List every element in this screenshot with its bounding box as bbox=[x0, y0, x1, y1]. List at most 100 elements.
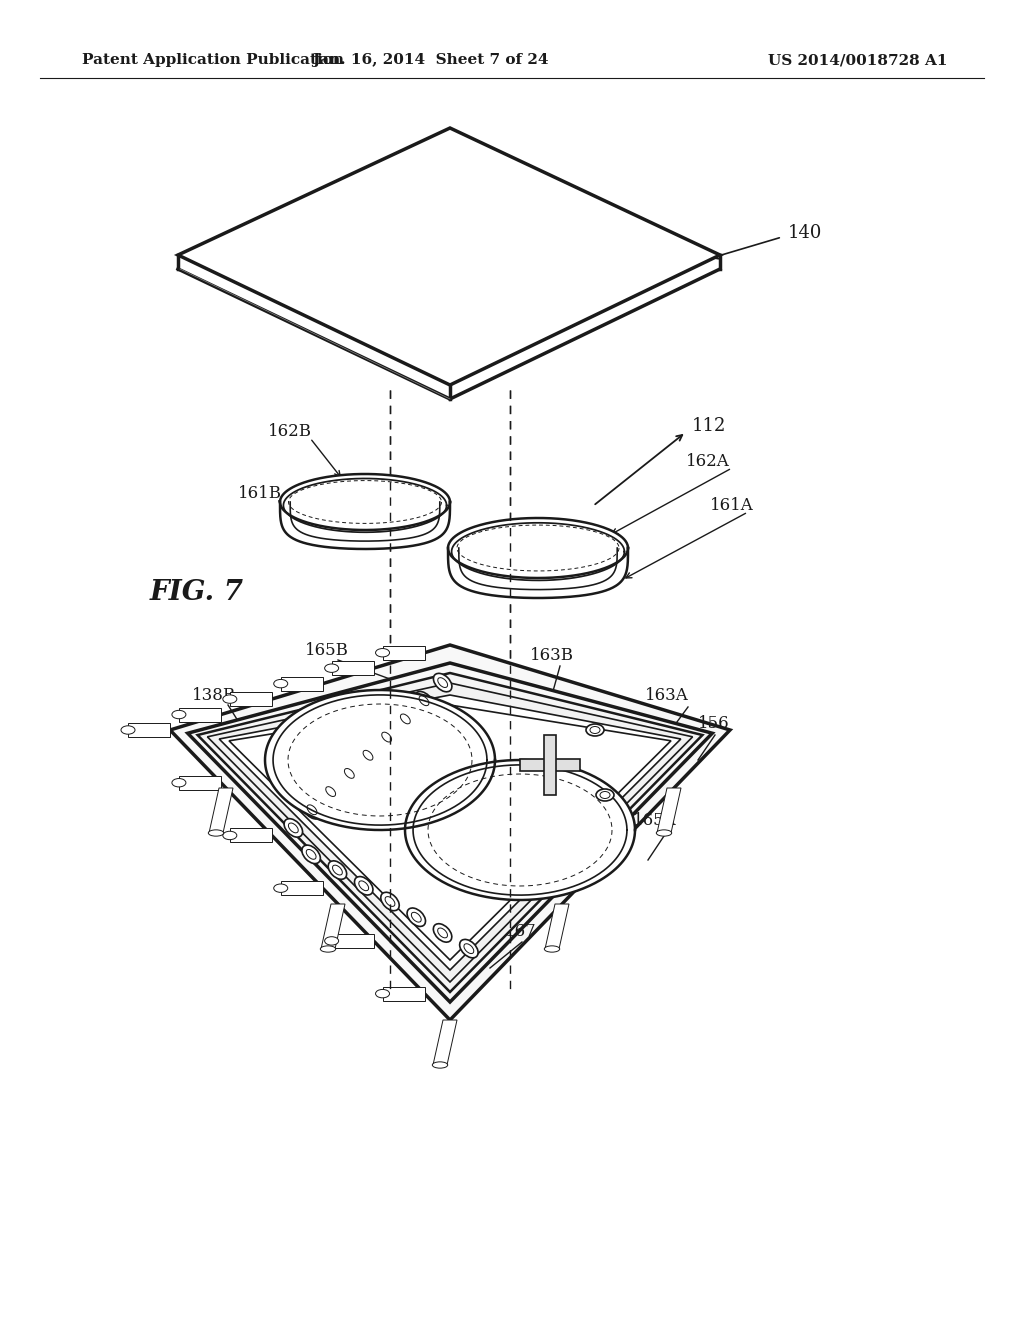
Ellipse shape bbox=[449, 517, 628, 578]
Ellipse shape bbox=[321, 946, 336, 952]
Ellipse shape bbox=[289, 822, 298, 833]
Ellipse shape bbox=[344, 768, 354, 779]
Polygon shape bbox=[281, 677, 323, 690]
Ellipse shape bbox=[273, 680, 288, 688]
Ellipse shape bbox=[358, 880, 369, 891]
Ellipse shape bbox=[460, 940, 478, 958]
Polygon shape bbox=[170, 645, 730, 1020]
Polygon shape bbox=[229, 692, 271, 706]
Ellipse shape bbox=[306, 850, 316, 859]
Ellipse shape bbox=[223, 832, 237, 840]
Text: 167: 167 bbox=[505, 923, 537, 940]
Ellipse shape bbox=[364, 750, 373, 760]
Ellipse shape bbox=[415, 692, 433, 710]
Text: Patent Application Publication: Patent Application Publication bbox=[82, 53, 344, 67]
Polygon shape bbox=[198, 673, 702, 993]
Ellipse shape bbox=[381, 892, 399, 911]
Ellipse shape bbox=[432, 1061, 447, 1068]
Polygon shape bbox=[449, 548, 628, 598]
Text: 138A: 138A bbox=[508, 855, 552, 873]
Ellipse shape bbox=[457, 537, 618, 583]
Polygon shape bbox=[433, 1020, 457, 1065]
Ellipse shape bbox=[590, 726, 600, 734]
Text: 140: 140 bbox=[788, 224, 822, 242]
Ellipse shape bbox=[265, 690, 495, 830]
Ellipse shape bbox=[172, 710, 186, 719]
Text: 156: 156 bbox=[698, 715, 730, 733]
Ellipse shape bbox=[378, 727, 396, 746]
Ellipse shape bbox=[656, 830, 672, 836]
Text: 138B: 138B bbox=[193, 686, 237, 704]
Polygon shape bbox=[178, 128, 720, 385]
Ellipse shape bbox=[396, 710, 415, 729]
Text: 162B: 162B bbox=[268, 424, 312, 441]
Ellipse shape bbox=[329, 861, 347, 879]
Text: 163B: 163B bbox=[530, 647, 574, 664]
Ellipse shape bbox=[437, 677, 447, 688]
Polygon shape bbox=[209, 788, 233, 833]
Ellipse shape bbox=[382, 733, 391, 742]
Ellipse shape bbox=[545, 946, 560, 952]
Text: FIG. 7: FIG. 7 bbox=[150, 579, 244, 606]
Polygon shape bbox=[383, 645, 425, 660]
Ellipse shape bbox=[412, 912, 421, 923]
Ellipse shape bbox=[586, 723, 604, 737]
Ellipse shape bbox=[307, 805, 316, 814]
Text: 165A: 165A bbox=[633, 812, 677, 829]
Polygon shape bbox=[208, 682, 692, 982]
Ellipse shape bbox=[376, 990, 389, 998]
Polygon shape bbox=[229, 705, 671, 960]
Ellipse shape bbox=[333, 865, 342, 875]
Text: 161A: 161A bbox=[710, 498, 754, 515]
Ellipse shape bbox=[596, 789, 614, 801]
Ellipse shape bbox=[408, 908, 426, 927]
Ellipse shape bbox=[437, 928, 447, 937]
Polygon shape bbox=[657, 788, 681, 833]
Polygon shape bbox=[179, 776, 221, 789]
Ellipse shape bbox=[464, 944, 474, 953]
Polygon shape bbox=[332, 661, 374, 676]
Polygon shape bbox=[520, 759, 580, 771]
Ellipse shape bbox=[289, 492, 441, 535]
Ellipse shape bbox=[322, 783, 340, 801]
Ellipse shape bbox=[600, 792, 610, 799]
Text: 163A: 163A bbox=[645, 686, 689, 704]
Ellipse shape bbox=[354, 876, 373, 895]
Ellipse shape bbox=[303, 800, 322, 818]
Text: 112: 112 bbox=[692, 417, 726, 436]
Polygon shape bbox=[187, 663, 713, 1002]
Text: 165B: 165B bbox=[305, 642, 349, 659]
Ellipse shape bbox=[273, 884, 288, 892]
Ellipse shape bbox=[172, 779, 186, 787]
Ellipse shape bbox=[358, 746, 377, 764]
Polygon shape bbox=[281, 882, 323, 895]
Polygon shape bbox=[219, 696, 681, 970]
Polygon shape bbox=[229, 829, 271, 842]
Polygon shape bbox=[544, 735, 556, 795]
Ellipse shape bbox=[340, 764, 358, 783]
Text: 162A: 162A bbox=[686, 454, 730, 470]
Polygon shape bbox=[332, 935, 374, 948]
Ellipse shape bbox=[326, 787, 336, 796]
Polygon shape bbox=[280, 502, 450, 549]
Polygon shape bbox=[179, 708, 221, 722]
Ellipse shape bbox=[376, 648, 389, 657]
Ellipse shape bbox=[433, 924, 452, 942]
Polygon shape bbox=[321, 904, 345, 949]
Text: Jan. 16, 2014  Sheet 7 of 24: Jan. 16, 2014 Sheet 7 of 24 bbox=[311, 53, 548, 67]
Ellipse shape bbox=[400, 714, 411, 723]
Polygon shape bbox=[545, 904, 569, 949]
Ellipse shape bbox=[419, 696, 429, 706]
Ellipse shape bbox=[433, 673, 452, 692]
Text: US 2014/0018728 A1: US 2014/0018728 A1 bbox=[768, 53, 948, 67]
Text: 167: 167 bbox=[425, 917, 457, 935]
Ellipse shape bbox=[121, 726, 135, 734]
Ellipse shape bbox=[223, 694, 237, 704]
Ellipse shape bbox=[406, 760, 635, 900]
Ellipse shape bbox=[280, 474, 450, 531]
Ellipse shape bbox=[385, 896, 395, 907]
Ellipse shape bbox=[284, 818, 302, 837]
Ellipse shape bbox=[208, 830, 223, 836]
Ellipse shape bbox=[302, 845, 321, 863]
Text: 161B: 161B bbox=[238, 486, 282, 503]
